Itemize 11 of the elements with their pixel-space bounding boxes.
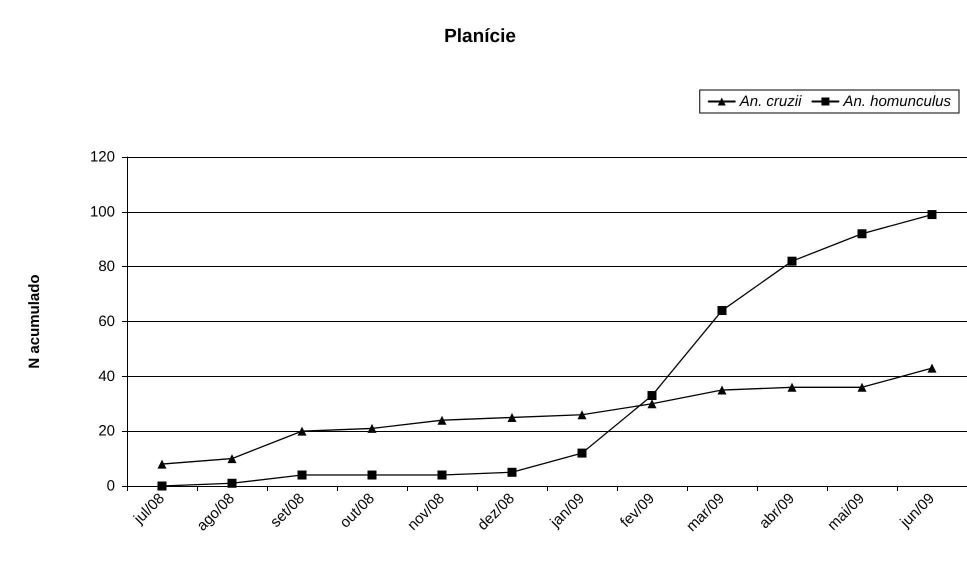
y-tick-label: 120 (90, 148, 115, 166)
y-tick-label: 0 (106, 478, 115, 494)
y-tick-label: 60 (98, 313, 115, 330)
chart-title: Planície (444, 26, 516, 47)
y-tick-label: 20 (98, 422, 115, 440)
legend-label: An. homunculus (842, 93, 952, 110)
y-axis-title: N acumulado (26, 274, 43, 369)
y-tick-label: 40 (98, 368, 115, 385)
y-tick-label: 100 (90, 203, 115, 220)
y-tick-label: 80 (98, 258, 115, 276)
legend-label: An. cruzii (738, 93, 802, 110)
